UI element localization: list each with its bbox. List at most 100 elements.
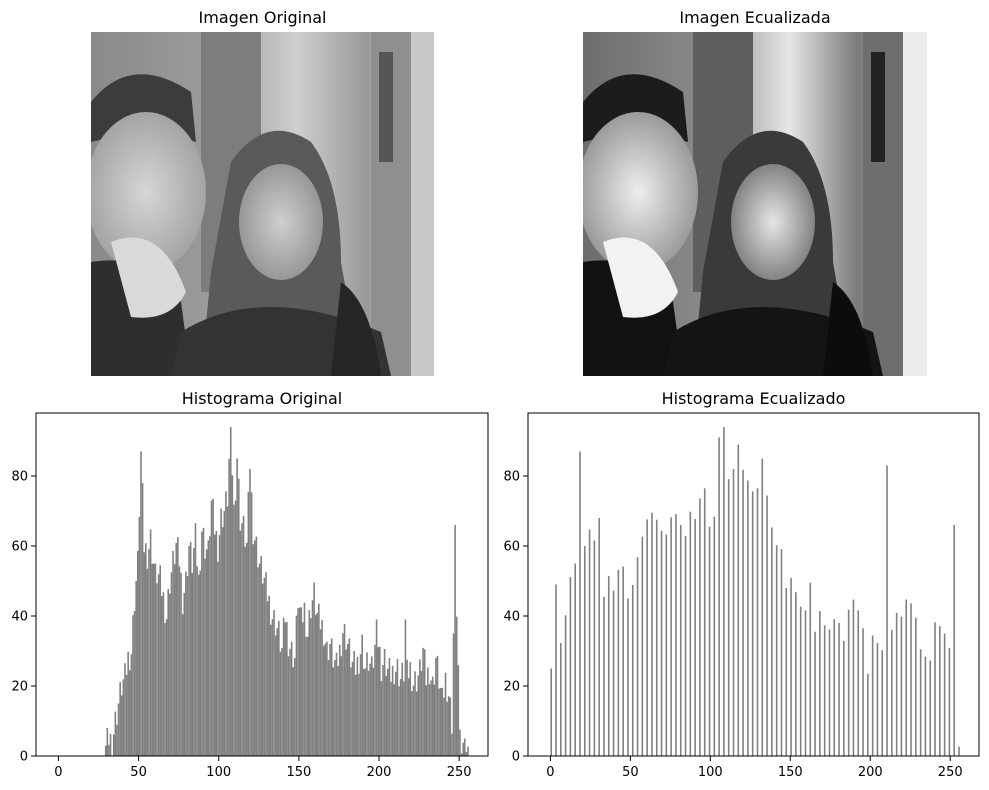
y-tick-label: 40 — [503, 610, 520, 625]
histogram-bar — [359, 654, 362, 756]
histogram-bar — [236, 458, 238, 756]
histogram-bar — [833, 619, 836, 756]
histogram-bar — [289, 648, 291, 756]
histogram-bar — [242, 515, 245, 756]
histogram-bar — [135, 581, 137, 756]
histogram-bar — [161, 596, 163, 756]
histogram-bar — [385, 676, 388, 756]
histogram-bar — [446, 701, 448, 756]
histogram-bar — [310, 618, 312, 756]
histogram-bar — [196, 566, 198, 756]
histogram-bar — [579, 451, 581, 756]
histogram-bar — [732, 469, 735, 756]
y-tick-label: 60 — [503, 540, 520, 555]
histogram-bar — [148, 549, 150, 756]
histogram-bar — [559, 642, 562, 756]
histogram-bar — [804, 610, 807, 756]
histogram-bar — [311, 600, 314, 756]
histogram-bar — [443, 697, 445, 756]
histogram-bar — [245, 542, 248, 756]
histogram-bar — [244, 546, 246, 756]
histogram-bar — [278, 620, 280, 756]
histogram-bar — [316, 612, 319, 756]
y-tick-label: 80 — [503, 470, 520, 485]
histogram-bar — [213, 534, 216, 756]
histogram-bar — [146, 568, 149, 756]
histogram-bar — [708, 526, 711, 756]
x-tick-label: 0 — [546, 765, 554, 780]
histogram-bar — [185, 571, 187, 756]
histogram-bar — [119, 682, 121, 756]
histogram-bar — [419, 659, 421, 756]
histogram-bar — [370, 656, 373, 756]
histogram-bar — [756, 488, 759, 756]
histogram-bar — [172, 550, 174, 756]
image-equalized-title: Imagen Ecualizada — [679, 8, 831, 27]
histogram-bar — [143, 552, 145, 756]
histogram-bar — [130, 654, 133, 756]
histogram-bar — [306, 636, 309, 756]
histogram-bar — [141, 483, 144, 756]
histogram-bar — [303, 602, 306, 756]
histogram-bar — [210, 500, 213, 756]
histogram-bar — [723, 427, 725, 756]
histogram-bar — [191, 572, 194, 756]
histogram-bar — [340, 656, 343, 756]
y-tick-label: 60 — [11, 540, 28, 555]
histogram-bar — [201, 531, 203, 756]
histogram-bar — [407, 678, 410, 756]
histogram-bar — [209, 536, 211, 756]
histogram-bar — [795, 592, 797, 756]
histogram-bar — [314, 614, 317, 756]
histogram-bar — [284, 622, 287, 756]
histogram-bar — [153, 563, 155, 756]
histogram-bar — [422, 647, 424, 756]
histogram-bar — [439, 688, 442, 756]
histogram-bar — [197, 574, 200, 756]
y-tick-label: 0 — [512, 750, 520, 765]
histogram-bar — [295, 615, 298, 756]
histogram-bar — [290, 641, 293, 756]
y-tick-label: 0 — [20, 750, 28, 765]
histogram-bar — [338, 644, 341, 756]
histogram-bar — [427, 667, 429, 756]
x-tick-label: 50 — [130, 765, 147, 780]
histogram-bar — [151, 563, 153, 756]
histogram-bar — [737, 444, 740, 756]
histogram-bar — [406, 659, 408, 756]
histogram-bar — [463, 738, 466, 756]
histogram-bar — [372, 667, 375, 756]
histogram-bar — [799, 606, 802, 756]
histogram-bar — [108, 744, 110, 756]
histogram-1: 0 50 100 150 200 250 0 20 40 60 80 — [503, 412, 980, 780]
histogram-bar — [379, 646, 381, 756]
histogram-bar — [189, 542, 192, 756]
histogram-bar — [271, 619, 274, 756]
histogram-bar — [747, 480, 749, 756]
histogram-bar — [326, 641, 328, 756]
histogram-bar — [128, 670, 131, 756]
histogram-bar — [780, 549, 783, 756]
histogram-bar — [367, 670, 370, 756]
histogram-bar — [294, 658, 296, 756]
original-photo-drawing — [91, 32, 434, 376]
histogram-bar — [627, 598, 629, 756]
histogram-bar — [225, 491, 227, 756]
histogram-bar — [237, 478, 240, 756]
histogram-bar — [262, 583, 264, 756]
histogram-bar — [425, 685, 428, 756]
histogram-bar — [823, 625, 826, 756]
histogram-bar — [181, 614, 184, 756]
histogram-bar — [250, 492, 253, 756]
histogram-bar — [766, 495, 768, 756]
histogram-bar — [215, 530, 218, 756]
x-tick-label: 50 — [622, 765, 639, 780]
histogram-bar — [588, 529, 591, 756]
histogram-0: 0 50 100 150 200 250 0 20 40 60 80 — [11, 412, 489, 780]
histogram-bar — [924, 656, 927, 756]
histogram-bar — [366, 652, 368, 756]
histogram-bar — [157, 574, 160, 756]
x-tick-label: 200 — [858, 765, 883, 780]
histogram-bar — [703, 488, 706, 756]
histogram-bar — [345, 649, 347, 756]
